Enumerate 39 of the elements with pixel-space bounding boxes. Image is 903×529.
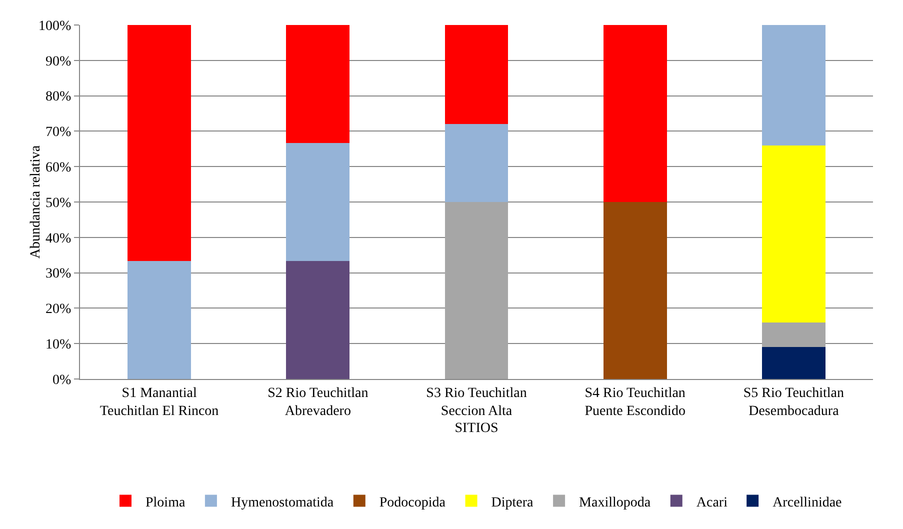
- bar: [128, 25, 192, 262]
- y-tick-label: 50%: [46, 196, 72, 211]
- y-axis-title: Abundancia relativa: [28, 144, 44, 259]
- bar: [286, 143, 350, 262]
- bar: [762, 145, 826, 322]
- y-tick-label: 20%: [46, 302, 72, 318]
- legend-label: Diptera: [491, 495, 534, 510]
- x-axis-title: SITIOS: [454, 421, 498, 436]
- bar: [128, 261, 192, 379]
- y-tick-label: 100%: [38, 18, 72, 34]
- bar: [762, 25, 826, 146]
- x-tick-label: S3 Rio Teuchitlan Seccion Alta: [426, 386, 527, 419]
- x-tick-label: S5 Rio Teuchitlan Desembocadura: [743, 386, 844, 419]
- legend-label: Hymenostomatida: [230, 495, 334, 510]
- legend-label: Acari: [696, 495, 728, 510]
- bar: [444, 124, 508, 202]
- y-tick-label: 60%: [46, 160, 72, 176]
- bar: [603, 25, 667, 202]
- bar: [762, 322, 826, 348]
- y-tick-label: 0%: [52, 372, 72, 388]
- y-tick-label: 70%: [46, 125, 72, 140]
- y-tick-label: 80%: [46, 90, 72, 105]
- bar: [286, 261, 350, 379]
- y-tick-label: 10%: [46, 338, 72, 352]
- x-tick-label: S4 Rio Teuchitlan Puente Escondido: [584, 386, 686, 419]
- bar: [762, 347, 826, 379]
- legend-label: Maxillopoda: [579, 495, 652, 510]
- x-tick-label: S1 Manantial Teuchitlan El Rincon: [100, 386, 219, 419]
- y-tick-label: 30%: [46, 266, 72, 282]
- bar: [286, 25, 350, 144]
- legend-label: Ploima: [146, 495, 186, 510]
- bar: [603, 202, 667, 379]
- y-tick-label: 90%: [46, 54, 72, 70]
- bar: [444, 202, 508, 379]
- bar: [444, 25, 508, 124]
- y-tick-label: 40%: [46, 231, 72, 246]
- x-tick-label: S2 Rio Teuchitlan Abrevadero: [268, 386, 368, 419]
- legend-label: Podocopida: [379, 495, 446, 510]
- legend-label: Arcellinidae: [772, 495, 842, 510]
